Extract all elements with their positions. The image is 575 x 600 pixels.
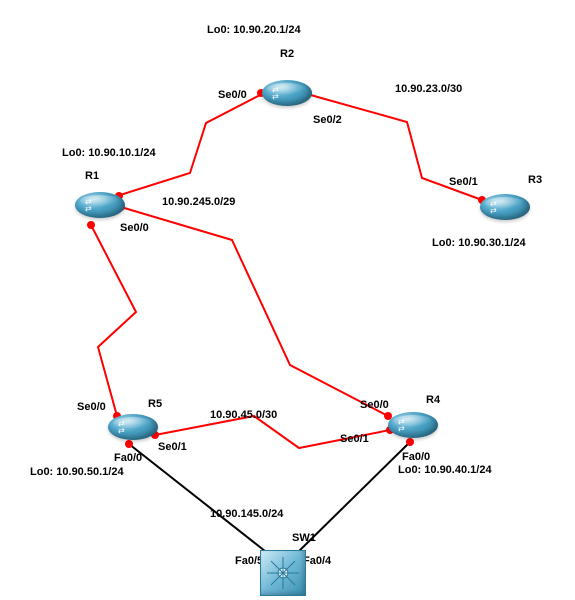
router-r1: ⇄⇄ bbox=[75, 192, 125, 228]
iface-sw1-fa05: Fa0/5 bbox=[235, 555, 263, 567]
device-name-r2: R2 bbox=[280, 48, 294, 60]
loopback-r4: Lo0: 10.90.40.1/24 bbox=[398, 464, 492, 476]
device-name-r4: R4 bbox=[426, 394, 440, 406]
loopback-r1: Lo0: 10.90.10.1/24 bbox=[62, 147, 156, 159]
switch-sw1 bbox=[260, 550, 304, 594]
router-r2: ⇄⇄ bbox=[262, 80, 312, 116]
iface-r5-se00: Se0/0 bbox=[77, 401, 106, 413]
subnet-r1-r4: 10.90.245.0/29 bbox=[162, 196, 235, 208]
subnet-r5-sw1: 10.90.145.0/24 bbox=[210, 508, 284, 520]
iface-r4-se00: Se0/0 bbox=[360, 399, 389, 411]
iface-r4-fa00: Fa0/0 bbox=[402, 451, 430, 463]
iface-r2-se02: Se0/2 bbox=[313, 114, 342, 126]
iface-r4-se01: Se0/1 bbox=[340, 433, 369, 445]
iface-r2-se00: Se0/0 bbox=[218, 89, 247, 101]
loopback-r5: Lo0: 10.90.50.1/24 bbox=[30, 466, 124, 478]
device-name-sw1: SW1 bbox=[292, 532, 316, 544]
device-name-r1: R1 bbox=[85, 170, 99, 182]
device-name-r5: R5 bbox=[148, 398, 162, 410]
link-r1-r4 bbox=[121, 207, 388, 416]
device-name-r3: R3 bbox=[528, 174, 542, 186]
loopback-r3: Lo0: 10.90.30.1/24 bbox=[432, 237, 526, 249]
link-r5-sw1 bbox=[129, 444, 270, 555]
router-r5: ⇄⇄ bbox=[108, 414, 158, 450]
iface-sw1-fa04: Fa0/4 bbox=[303, 555, 332, 567]
iface-r5-se01: Se0/1 bbox=[158, 441, 187, 453]
router-r4: ⇄⇄ bbox=[388, 412, 438, 448]
loopback-r2: Lo0: 10.90.20.1/24 bbox=[207, 24, 301, 36]
subnet-r2-r3: 10.90.23.0/30 bbox=[395, 83, 462, 95]
link-r1-r5 bbox=[91, 225, 136, 416]
router-r3: ⇄⇄ bbox=[480, 194, 530, 230]
subnet-r5-r4: 10.90.45.0/30 bbox=[210, 409, 277, 421]
link-r1-r2 bbox=[117, 94, 262, 196]
iface-r3-se01: Se0/1 bbox=[449, 176, 478, 188]
iface-r5-fa00: Fa0/0 bbox=[114, 452, 142, 464]
